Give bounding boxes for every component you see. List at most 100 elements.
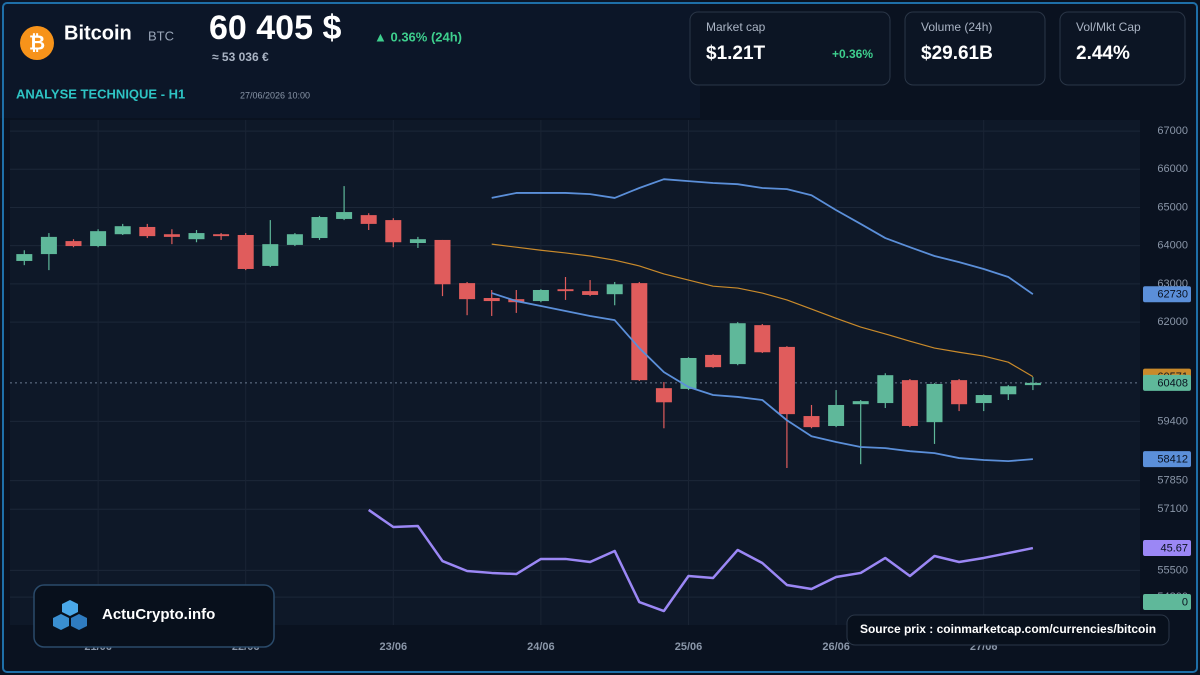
candle-body — [729, 323, 746, 365]
candle-body — [16, 254, 33, 261]
candle-body — [360, 215, 377, 224]
x-tick-label: 23/06 — [380, 641, 408, 653]
value-badge — [1143, 594, 1191, 610]
stat-value: $1.21T — [706, 43, 766, 64]
candle-body — [803, 416, 820, 428]
y-tick-label: 55500 — [1157, 564, 1188, 576]
candle-body — [139, 226, 156, 237]
candle-body — [1000, 386, 1017, 395]
section-title: ANALYSE TECHNIQUE - H1 — [16, 86, 185, 101]
candle-body — [606, 284, 623, 295]
logo-cube — [53, 614, 69, 630]
coin-icon-glyph: ₿ — [29, 32, 45, 54]
price-change: ▲ 0.36% (24h) — [374, 29, 462, 44]
x-tick-label: 24/06 — [527, 641, 555, 653]
candle-body — [532, 289, 549, 302]
candle-body — [434, 239, 451, 285]
y-tick-label: 64000 — [1157, 240, 1188, 252]
brand-logo — [53, 600, 87, 630]
stat-change: +0.36% — [832, 47, 873, 61]
candle-body — [951, 380, 968, 405]
timestamp: 27/06/2026 10:00 — [240, 90, 310, 100]
candle-body — [459, 283, 476, 300]
candle-body — [705, 354, 722, 368]
candle-body — [237, 234, 254, 269]
stat-label: Vol/Mkt Cap — [1076, 20, 1141, 34]
y-tick-label: 59400 — [1157, 415, 1188, 427]
stat-label: Market cap — [706, 20, 766, 34]
value-badge — [1143, 451, 1191, 468]
plot-area — [10, 120, 1140, 625]
candle-body — [385, 220, 402, 243]
candle-body — [65, 241, 82, 247]
candle-body — [286, 234, 303, 245]
header-panel — [0, 0, 700, 118]
brand-box — [33, 584, 275, 648]
candle-body — [40, 236, 57, 255]
overlay: 6273060571584126040845.670 — [1143, 286, 1191, 610]
candle-body — [311, 217, 328, 239]
rsi-line — [367, 508, 1034, 613]
candle-body — [901, 380, 918, 426]
stat-value: $29.61B — [921, 43, 993, 64]
price: 60 405 $ — [209, 9, 341, 47]
candle-body — [680, 357, 697, 389]
y-tick-label: 65000 — [1157, 201, 1188, 213]
value-badge-label: 62730 — [1157, 289, 1188, 301]
stat-label: Volume (24h) — [921, 20, 992, 34]
value-badge-label: 58412 — [1157, 454, 1188, 466]
price-eur: ≈ 53 036 € — [212, 50, 269, 64]
candle-body — [852, 401, 869, 405]
candle-body — [754, 325, 771, 353]
candle-body — [409, 239, 426, 244]
candle-body — [213, 234, 230, 237]
value-badge — [1143, 286, 1191, 303]
candle-body — [631, 283, 648, 381]
overlay-line — [491, 178, 1034, 295]
candle-body — [557, 289, 574, 292]
logo-cube — [62, 600, 78, 616]
value-badge — [1143, 374, 1191, 391]
candle-body — [828, 404, 845, 426]
coin-icon — [20, 26, 54, 60]
brand-name: ActuCrypto.info — [102, 606, 215, 623]
value-badge — [1143, 540, 1191, 557]
y-tick-label: 66000 — [1157, 163, 1188, 175]
stat-card — [1059, 11, 1186, 86]
overlay-line — [491, 292, 1033, 463]
candle-body — [188, 233, 205, 240]
logo-cube — [71, 614, 87, 630]
candle-body — [483, 298, 500, 302]
source-text: Source prix : coinmarketcap.com/currenci… — [860, 622, 1156, 636]
y-tick-label: 57100 — [1157, 503, 1188, 515]
candle-body — [778, 346, 795, 415]
stat-card — [904, 11, 1046, 86]
candle-body — [163, 234, 180, 237]
candle-body — [975, 395, 992, 404]
stat-card — [689, 11, 891, 86]
candle-body — [877, 375, 894, 404]
y-tick-label: 62000 — [1157, 316, 1188, 328]
y-tick-label: 57850 — [1157, 475, 1188, 487]
coin-name: Bitcoin — [64, 22, 132, 44]
y-tick-label: 67000 — [1157, 125, 1188, 137]
candle-body — [655, 388, 672, 403]
x-tick-label: 26/06 — [822, 641, 850, 653]
plot: 6700066000650006400063000620005940057850… — [10, 120, 1188, 653]
value-badge-label: 60408 — [1157, 377, 1188, 389]
stat-value: 2.44% — [1076, 43, 1130, 64]
candle-body — [582, 291, 599, 295]
source-box — [846, 614, 1170, 646]
coin-symbol: BTC — [148, 28, 174, 43]
value-badge-label: 45.67 — [1160, 542, 1188, 554]
candle-body — [336, 212, 353, 219]
candle-body — [90, 231, 107, 247]
candle-body — [926, 383, 943, 423]
overlay-line — [491, 243, 1034, 378]
candle-body — [1024, 382, 1041, 386]
candle-body — [114, 226, 131, 235]
candle-body — [262, 244, 279, 266]
value-badge-label: 0 — [1182, 596, 1188, 608]
